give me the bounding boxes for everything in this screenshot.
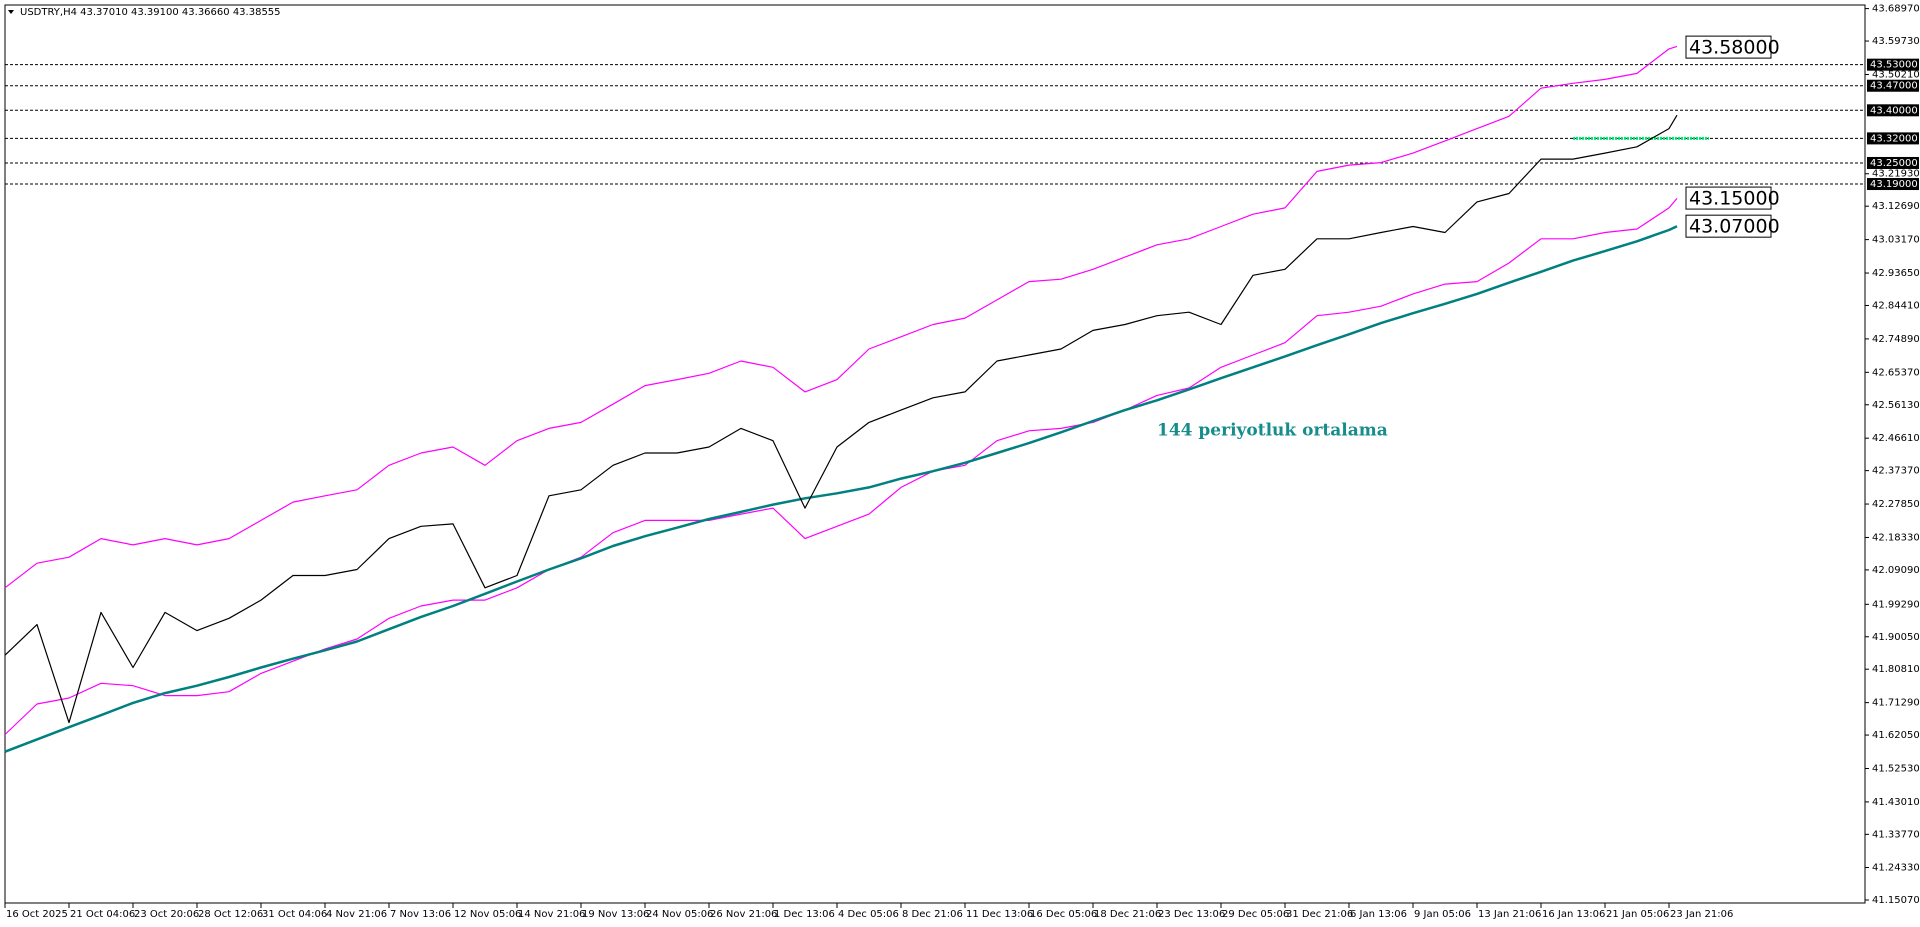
- y-tick-label: 43.59730: [1872, 36, 1920, 47]
- x-tick-label: 4 Nov 21:06: [326, 909, 387, 920]
- x-tick-label: 6 Jan 13:06: [1350, 909, 1407, 920]
- y-tick-label: 43.68970: [1872, 4, 1920, 15]
- x-tick-label: 16 Oct 2025: [6, 909, 68, 920]
- price-label: 43.58000: [1689, 37, 1780, 59]
- x-tick-label: 21 Oct 04:06: [70, 909, 135, 920]
- level-label: 43.53000: [1870, 60, 1918, 71]
- menu-triangle: [8, 10, 14, 14]
- y-tick-label: 41.71290: [1872, 698, 1920, 709]
- series-line: [4, 225, 1678, 753]
- x-tick-label: 8 Dec 21:06: [902, 909, 963, 920]
- series-line: [4, 198, 1678, 735]
- y-tick-label: 41.80810: [1872, 664, 1920, 675]
- level-label: 43.40000: [1870, 105, 1918, 116]
- series-line: [4, 114, 1678, 724]
- level-label: 43.32000: [1870, 133, 1918, 144]
- price-label-box: [1685, 186, 1772, 210]
- level-label-box: [1867, 156, 1919, 169]
- x-tick-label: 29 Dec 05:06: [1222, 909, 1289, 920]
- y-tick-label: 41.62050: [1872, 730, 1920, 741]
- x-tick-label: 31 Oct 04:06: [262, 909, 327, 920]
- x-tick-label: 23 Jan 21:06: [1670, 909, 1733, 920]
- y-tick-label: 42.09090: [1872, 565, 1920, 576]
- x-tick-label: 19 Nov 13:06: [582, 909, 649, 920]
- x-tick-label: 11 Dec 13:06: [966, 909, 1033, 920]
- y-tick-label: 43.03170: [1872, 235, 1920, 246]
- level-label-box: [1867, 132, 1919, 145]
- x-tick-label: 7 Nov 13:06: [390, 909, 451, 920]
- x-tick-label: 18 Dec 21:06: [1094, 909, 1161, 920]
- x-tick-label: 23 Oct 20:06: [134, 909, 199, 920]
- plot-frame: [4, 4, 1866, 904]
- x-tick-label: 24 Nov 05:06: [646, 909, 713, 920]
- x-tick-label: 1 Dec 13:06: [774, 909, 835, 920]
- y-tick-label: 42.18330: [1872, 532, 1920, 543]
- y-tick-label: 41.15070: [1872, 895, 1920, 906]
- price-label-box: [1685, 214, 1772, 238]
- y-tick-label: 41.43010: [1872, 797, 1920, 808]
- y-tick-label: 43.50210: [1872, 69, 1920, 80]
- y-tick-label: 41.99290: [1872, 599, 1920, 610]
- level-label: 43.25000: [1870, 158, 1918, 169]
- x-tick-label: 31 Dec 21:06: [1286, 909, 1353, 920]
- chart-title: USDTRY,H4 43.37010 43.39100 43.36660 43.…: [20, 7, 281, 18]
- x-tick-label: 13 Jan 21:06: [1478, 909, 1541, 920]
- y-tick-label: 42.74890: [1872, 334, 1920, 345]
- series-line: [4, 45, 1678, 589]
- y-tick-label: 43.21930: [1872, 169, 1920, 180]
- y-tick-label: 41.90050: [1872, 632, 1920, 643]
- level-label-box: [1867, 104, 1919, 117]
- y-tick-label: 41.24330: [1872, 862, 1920, 873]
- y-tick-label: 43.12690: [1872, 201, 1920, 212]
- y-tick-label: 42.46610: [1872, 433, 1920, 444]
- x-tick-label: 4 Dec 05:06: [838, 909, 899, 920]
- price-label-box: [1685, 35, 1772, 59]
- level-label-box: [1867, 178, 1919, 191]
- y-tick-label: 42.65370: [1872, 367, 1920, 378]
- price-label: 43.15000: [1689, 188, 1780, 210]
- price-label: 43.07000: [1689, 216, 1780, 238]
- annotation: 144 periyotluk ortalama: [1157, 421, 1388, 441]
- y-tick-label: 41.33770: [1872, 829, 1920, 840]
- x-tick-label: 12 Nov 05:06: [454, 909, 521, 920]
- x-tick-label: 26 Nov 21:06: [710, 909, 777, 920]
- level-label-box: [1867, 79, 1919, 92]
- y-tick-label: 42.93650: [1872, 268, 1920, 279]
- x-tick-label: 21 Jan 05:06: [1606, 909, 1669, 920]
- level-label-box: [1867, 58, 1919, 71]
- level-label: 43.19000: [1870, 179, 1918, 190]
- y-tick-label: 42.56130: [1872, 400, 1920, 411]
- x-tick-label: 16 Dec 05:06: [1030, 909, 1097, 920]
- x-tick-label: 28 Oct 12:06: [198, 909, 263, 920]
- y-tick-label: 42.84410: [1872, 300, 1920, 311]
- x-tick-label: 9 Jan 05:06: [1414, 909, 1471, 920]
- x-tick-label: 23 Dec 13:06: [1158, 909, 1225, 920]
- y-tick-label: 42.27850: [1872, 499, 1920, 510]
- x-tick-label: 16 Jan 13:06: [1542, 909, 1605, 920]
- level-label: 43.47000: [1870, 81, 1918, 92]
- y-tick-label: 42.37370: [1872, 466, 1920, 477]
- y-tick-label: 41.52530: [1872, 763, 1920, 774]
- x-tick-label: 14 Nov 21:06: [518, 909, 585, 920]
